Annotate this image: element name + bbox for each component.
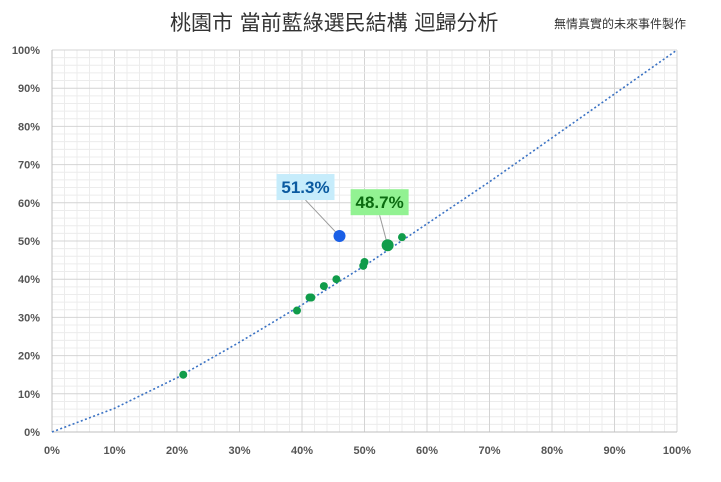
y-tick-label: 50% (18, 236, 40, 248)
x-tick-label: 100% (663, 445, 691, 457)
y-tick-label: 90% (18, 83, 40, 95)
y-tick-label: 100% (12, 45, 40, 57)
x-tick-label: 80% (541, 445, 563, 457)
x-tick-label: 70% (478, 445, 500, 457)
data-point (179, 370, 188, 379)
y-tick-label: 40% (18, 274, 40, 286)
data-point (293, 306, 301, 315)
x-tick-label: 0% (44, 445, 60, 457)
chart-title: 桃園市 當前藍綠選民結構 迴歸分析 (170, 11, 498, 35)
data-point (332, 275, 341, 284)
fit-line (51, 49, 678, 433)
callout-leader (305, 199, 340, 237)
callout-box (350, 189, 409, 216)
x-tick-label: 60% (416, 445, 438, 457)
grid (51, 49, 678, 433)
y-tick-label: 60% (18, 198, 40, 210)
data-point (319, 282, 328, 291)
highlighted-point (381, 239, 394, 252)
data-points (179, 233, 406, 379)
highlighted-point (333, 230, 346, 243)
y-tick-label: 70% (18, 160, 40, 172)
callouts: 51.3% 48.7% (276, 174, 409, 252)
y-tick-label: 80% (18, 121, 40, 133)
x-tick-label: 10% (103, 445, 125, 457)
chart-subtitle: 無情真實的未來事件製作 (554, 16, 686, 31)
data-point (307, 293, 316, 302)
axes: 0% 10% 20% 30% 40% 50% 60% 70% 80% 90% 100% 0% 10% 20… (12, 45, 691, 457)
y-tick-label: 20% (18, 351, 40, 363)
x-tick-label: 50% (353, 445, 375, 457)
y-tick-label: 10% (18, 389, 40, 401)
y-tick-label: 30% (18, 312, 40, 324)
y-tick-label: 0% (24, 427, 40, 439)
data-point (360, 258, 369, 267)
callout-box (276, 174, 335, 201)
callout-label: 51.3% (281, 178, 329, 197)
x-tick-label: 90% (603, 445, 625, 457)
regression-line (51, 49, 678, 433)
data-point (398, 233, 406, 242)
x-tick-label: 30% (228, 445, 250, 457)
callout-label: 48.7% (356, 193, 404, 212)
x-tick-label: 40% (291, 445, 313, 457)
x-tick-label: 20% (166, 445, 188, 457)
